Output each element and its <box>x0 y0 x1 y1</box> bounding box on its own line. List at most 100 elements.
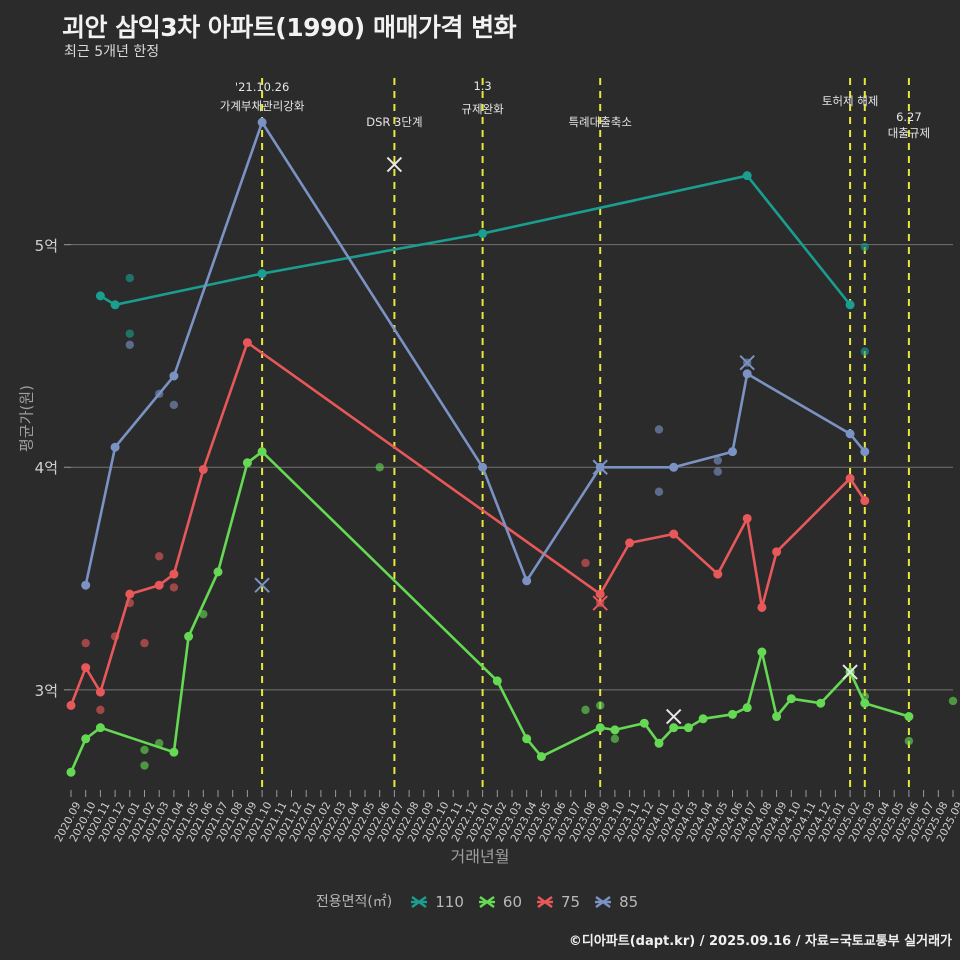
series-point-75 <box>845 473 855 483</box>
x-marker-stroke <box>665 708 682 725</box>
annotation-date-label: '21.10.26 <box>234 80 290 94</box>
series-line-75 <box>69 341 867 707</box>
series-point-75 <box>595 589 605 599</box>
legend: 전용면적(㎡) 110 60 75 85 <box>0 891 960 911</box>
series-point-110 <box>95 291 105 301</box>
scatter-point-110 <box>125 273 134 283</box>
scatter-point-60 <box>581 705 590 715</box>
scatter-point-110 <box>860 347 869 356</box>
x-marker-stroke <box>842 664 858 680</box>
series-point-60 <box>169 747 179 757</box>
series-point-85 <box>110 442 120 452</box>
footer-credit: ©디아파트(dapt.kr) / 2025.09.16 / 자료=국토교통부 실… <box>568 934 952 949</box>
series-point-75 <box>625 538 635 548</box>
x-marker-stroke <box>592 459 608 475</box>
series-point-60 <box>66 767 76 777</box>
series-point-60 <box>610 725 620 735</box>
series-point-85 <box>595 462 605 472</box>
x-marker-stroke <box>254 577 270 593</box>
scatter-point-85 <box>713 456 722 465</box>
series-point-110 <box>478 229 488 239</box>
x-marker-stroke <box>386 156 403 173</box>
scatter-point-60 <box>860 692 869 701</box>
series-point-60 <box>669 723 679 733</box>
scatter-point-75 <box>169 583 179 592</box>
series-point-85 <box>522 576 532 586</box>
series-point-60 <box>772 712 782 722</box>
series-point-85 <box>81 580 91 590</box>
legend-label: 85 <box>619 892 639 911</box>
x-marker-icon <box>476 894 498 910</box>
scatter-point-85 <box>713 467 722 476</box>
series-point-60 <box>683 723 693 733</box>
series-point-75 <box>860 496 870 506</box>
annotation-name-label: 규제완화 <box>461 102 504 116</box>
annotation-name-label: DSR 3단계 <box>366 115 423 129</box>
scatter-point-75 <box>81 638 90 648</box>
x-marker-stroke <box>592 459 608 475</box>
scatter-point-75 <box>596 598 605 608</box>
series-point-75 <box>242 338 252 348</box>
series-point-85 <box>845 429 855 439</box>
scatter-point-75 <box>96 705 105 715</box>
series-point-75 <box>81 663 91 673</box>
event-x-marker-6 <box>842 664 858 680</box>
series-point-60 <box>742 703 752 713</box>
series-point-110 <box>257 269 267 279</box>
scatter-point-110 <box>110 300 120 309</box>
series-line-85 <box>84 121 867 587</box>
series-point-60 <box>757 647 767 657</box>
series-point-60 <box>728 709 737 719</box>
series-point-60 <box>786 694 796 704</box>
legend-item-60[interactable]: 60 <box>476 892 522 911</box>
event-x-marker-1 <box>386 156 403 173</box>
series-point-85 <box>169 371 179 381</box>
series-point-60 <box>816 698 826 708</box>
event-x-marker-2 <box>592 459 608 475</box>
event-x-marker-4 <box>739 354 755 371</box>
legend-label: 75 <box>561 892 581 911</box>
series-point-60 <box>184 631 194 641</box>
legend-label: 60 <box>502 892 522 911</box>
legend-item-75[interactable]: 75 <box>534 892 580 911</box>
scatter-point-60 <box>375 463 384 472</box>
scatter-point-75 <box>596 589 605 599</box>
event-x-marker-3 <box>592 595 608 611</box>
series-point-60 <box>522 734 532 744</box>
scatter-point-60 <box>140 761 149 770</box>
annotation-name-label: 가계부채관리강화 <box>219 99 305 113</box>
x-marker-stroke <box>842 664 858 680</box>
x-marker-icon <box>408 894 430 910</box>
series-line-60 <box>69 450 911 774</box>
x-marker-icon <box>592 894 614 910</box>
series-point-85 <box>478 462 488 472</box>
y-tick-label: 4억 <box>34 459 58 478</box>
scatter-point-85 <box>743 358 752 367</box>
scatter-point-75 <box>140 638 149 648</box>
series-point-60 <box>257 447 267 457</box>
legend-label: 110 <box>435 892 464 911</box>
scatter-point-110 <box>96 291 105 301</box>
series-point-85 <box>728 447 737 457</box>
page-subtitle: 최근 5개년 한정 <box>64 44 160 60</box>
legend-item-85[interactable]: 85 <box>592 892 638 911</box>
x-axis-label: 거래년월 <box>450 847 510 866</box>
series-point-75 <box>66 700 76 710</box>
series-point-110 <box>110 300 120 310</box>
x-marker-stroke <box>254 577 270 593</box>
x-marker-stroke <box>739 354 755 371</box>
scatter-point-60 <box>199 609 208 619</box>
x-marker-stroke <box>592 595 608 611</box>
scatter-point-60 <box>904 736 914 746</box>
series-point-75 <box>772 547 782 557</box>
annotation-name-label: 특례대출축소 <box>568 115 632 129</box>
series-point-85 <box>257 117 267 127</box>
series-point-60 <box>81 734 91 744</box>
scatter-point-85 <box>125 340 134 350</box>
annotation-date-label: 1.3 <box>473 79 492 93</box>
series-point-75 <box>169 569 179 579</box>
series-point-60 <box>242 458 252 468</box>
scatter-point-85 <box>169 400 179 410</box>
legend-item-110[interactable]: 110 <box>408 892 464 911</box>
series-point-75 <box>198 464 208 474</box>
